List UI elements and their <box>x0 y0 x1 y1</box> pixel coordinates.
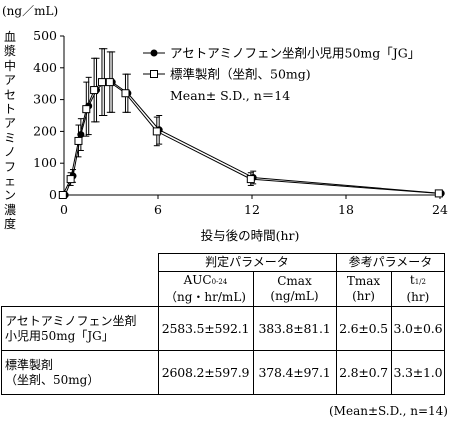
y-unit-label: (ng／mL) <box>2 4 59 18</box>
data-point <box>105 78 114 87</box>
row-label-line1: アセトアミノフェン坐剤 <box>5 313 137 328</box>
table-col-thalf: t1/2 (hr) <box>390 271 446 307</box>
x-tick-label: 24 <box>432 202 448 217</box>
table-col-cmax: Cmax (ng/mL) <box>252 271 337 307</box>
y-axis-label: 血漿中アセトアミノフェン濃度 <box>3 30 16 232</box>
tmax-name: Tmax <box>346 274 381 288</box>
x-axis-label: 投与後の時間(hr) <box>201 228 300 243</box>
chart-legend: アセトアミノフェン坐剤小児用50mg「JG」 標準製剤（坐剤、50mg) Mea… <box>143 46 420 103</box>
pk-parameter-table: 判定パラメータ 参考パラメータ AUC0-24 （ng・hr/mL) Cmax … <box>1 253 446 395</box>
cell-auc: 2583.5±592.1 <box>157 306 254 351</box>
table-row: アセトアミノフェン坐剤 小児用50mg「JG」 2583.5±592.1 383… <box>1 306 446 351</box>
legend-mean-sd: Mean± S.D., n＝14 <box>170 88 290 103</box>
legend-label-reference: 標準製剤（坐剤、50mg) <box>170 67 311 82</box>
cell-auc: 2608.2±597.9 <box>157 350 254 395</box>
table-header-column-row: AUC0-24 （ng・hr/mL) Cmax (ng/mL) Tmax (hr… <box>2 271 446 307</box>
cell-thalf: 3.3±1.0 <box>390 350 446 395</box>
table-header-group-row: 判定パラメータ 参考パラメータ <box>1 253 446 307</box>
table-corner-cell <box>1 253 159 307</box>
data-point <box>58 191 67 199</box>
data-point <box>152 127 161 136</box>
tmax-unit: (hr) <box>352 289 375 303</box>
table-row: 標準製剤 （坐剤、50mg） 2608.2±597.9 378.4±97.1 2… <box>1 350 446 395</box>
pk-line-chart: 0 100 200 300 400 500 0 6 12 18 24 アセトアミノフェン坐剤小児用5… <box>33 28 448 243</box>
auc-sub: 0-24 <box>211 278 228 286</box>
x-tick-label: 0 <box>60 202 68 217</box>
auc-unit: （ng・hr/mL) <box>165 290 246 304</box>
series-reference <box>58 48 443 199</box>
table-group-ref: 参考パラメータ <box>335 253 446 272</box>
cmax-unit: (ng/mL) <box>270 289 319 303</box>
legend-label-test: アセトアミノフェン坐剤小児用50mg「JG」 <box>170 46 420 61</box>
data-point <box>434 189 443 198</box>
data-point <box>97 78 106 87</box>
thalf-sub: 1/2 <box>414 278 426 286</box>
table-col-auc: AUC0-24 （ng・hr/mL) <box>157 271 254 307</box>
table-row-label: アセトアミノフェン坐剤 小児用50mg「JG」 <box>1 306 159 351</box>
row-label-line1: 標準製剤 <box>5 357 54 372</box>
table-row-label: 標準製剤 （坐剤、50mg） <box>1 350 159 395</box>
table-col-tmax: Tmax (hr) <box>335 271 392 307</box>
table-group-judge: 判定パラメータ <box>157 253 337 272</box>
cell-tmax: 2.6±0.5 <box>335 306 392 351</box>
thalf-name: t <box>409 273 415 287</box>
auc-name: AUC <box>183 273 212 287</box>
data-point <box>90 86 99 95</box>
x-tick-label: 18 <box>338 202 354 217</box>
y-tick-label: 400 <box>33 60 57 75</box>
cell-cmax: 378.4±97.1 <box>252 350 337 395</box>
data-point <box>74 136 83 145</box>
y-tick-label: 300 <box>33 92 57 107</box>
y-tick-label: 500 <box>33 28 57 43</box>
x-tick-label: 12 <box>244 202 260 217</box>
y-tick-label: 100 <box>33 155 57 170</box>
data-point <box>82 105 91 114</box>
thalf-unit: (hr) <box>406 290 430 304</box>
legend-marker-test <box>150 49 158 57</box>
row-label-line2: （坐剤、50mg） <box>5 372 100 387</box>
chart-axes: 0 100 200 300 400 500 0 6 12 18 24 <box>33 28 448 217</box>
y-tick-label: 200 <box>33 123 57 138</box>
table-footnote: (Mean±S.D., n=14) <box>329 404 448 418</box>
data-point <box>121 89 130 98</box>
x-tick-label: 6 <box>154 202 162 217</box>
cell-cmax: 383.8±81.1 <box>252 306 337 351</box>
y-tick-label: 0 <box>49 187 57 202</box>
cell-thalf: 3.0±0.6 <box>390 306 446 351</box>
legend-marker-reference <box>150 70 158 78</box>
cell-tmax: 2.8±0.7 <box>335 350 392 395</box>
chart-series-layer <box>58 48 445 199</box>
row-label-line2: 小児用50mg「JG」 <box>5 328 114 343</box>
data-point <box>246 175 255 184</box>
data-point <box>66 175 75 184</box>
cmax-name: Cmax <box>277 274 312 288</box>
